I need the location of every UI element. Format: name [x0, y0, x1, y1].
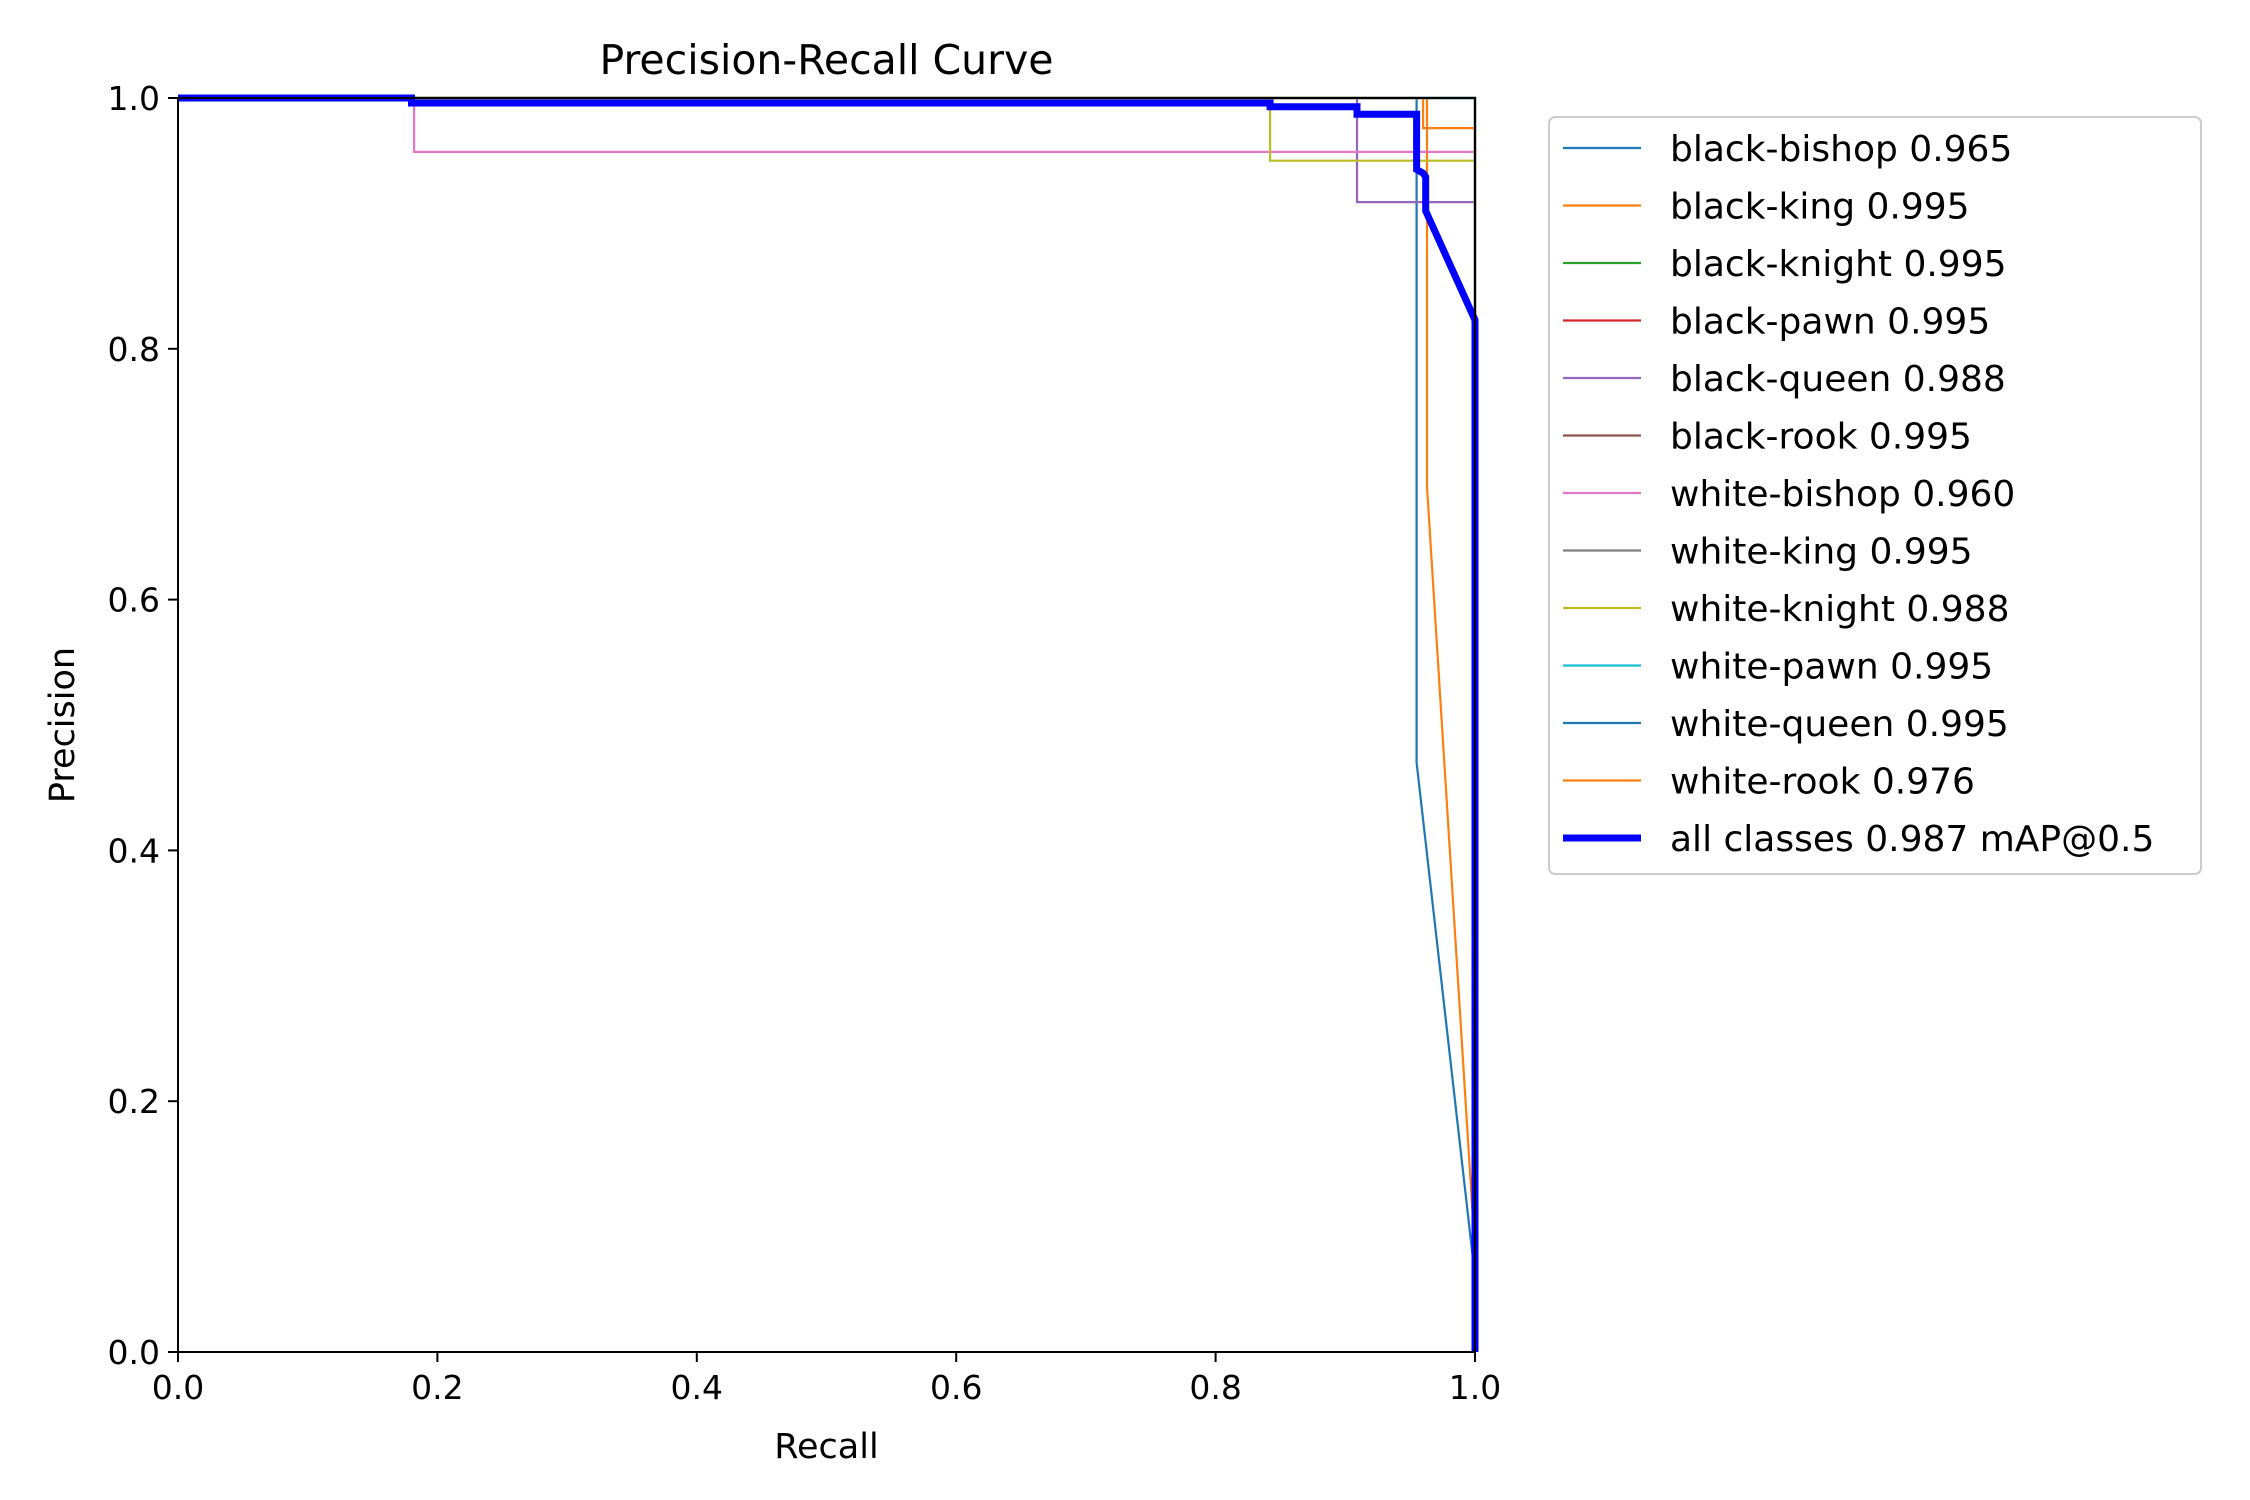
- series-line-0: [178, 96, 1477, 1352]
- chart-title: Precision-Recall Curve: [599, 36, 1053, 84]
- plot-lines: [178, 94, 1479, 1352]
- plot-frame: [177, 97, 1476, 1353]
- x-tick-label: 0.4: [671, 1368, 723, 1407]
- y-tick-label: 1.0: [108, 79, 160, 118]
- legend-entry-label: black-knight 0.995: [1670, 244, 2007, 285]
- y-tick-label: 0.8: [108, 330, 160, 369]
- series-line-9: [178, 96, 1477, 1352]
- legend-entry-label: all classes 0.987 mAP@0.5: [1670, 819, 2154, 860]
- x-tick-label: 1.0: [1449, 1368, 1501, 1407]
- legend-entry-label: black-queen 0.988: [1670, 359, 2006, 400]
- x-tick-label: 0.0: [152, 1368, 204, 1407]
- series-line-6: [178, 96, 1477, 1352]
- legend-entry-label: black-king 0.995: [1670, 187, 1970, 228]
- series-line-5: [178, 96, 1477, 1352]
- legend-entry-label: white-queen 0.995: [1670, 704, 2009, 745]
- legend-entry-label: black-pawn 0.995: [1670, 302, 1990, 343]
- series-line-12: [178, 94, 1479, 1352]
- x-tick-label: 0.6: [930, 1368, 982, 1407]
- legend: black-bishop 0.965 black-king 0.995 black-…: [1548, 116, 2202, 875]
- series-line-4: [178, 96, 1477, 1352]
- y-tick-label: 0.2: [108, 1082, 160, 1121]
- legend-entry-label: white-pawn 0.995: [1670, 647, 1993, 688]
- series-line-3: [178, 96, 1477, 1352]
- series-line-11: [178, 96, 1477, 1352]
- legend-box: [1548, 116, 2202, 875]
- legend-entry-label: black-rook 0.995: [1670, 417, 1972, 458]
- x-tick-label: 0.2: [411, 1368, 463, 1407]
- y-tick-label: 0.0: [108, 1333, 160, 1372]
- y-tick-label: 0.4: [108, 831, 160, 870]
- legend-entry-label: white-rook 0.976: [1670, 762, 1975, 803]
- x-axis: 0.0 0.2 0.4 0.6 0.8 1.0: [152, 1352, 1501, 1407]
- legend-entry-label: white-bishop 0.960: [1670, 474, 2015, 515]
- series-line-8: [178, 96, 1477, 1352]
- legend-entry-label: white-knight 0.988: [1670, 589, 2009, 630]
- legend-entry-label: white-king 0.995: [1670, 532, 1973, 573]
- series-line-7: [178, 96, 1477, 1352]
- y-axis: 0.0 0.2 0.4 0.6 0.8 1.0: [108, 79, 178, 1372]
- series-line-2: [178, 96, 1477, 1352]
- legend-entry-label: black-bishop 0.965: [1670, 129, 2012, 170]
- x-tick-label: 0.8: [1189, 1368, 1241, 1407]
- series-line-1: [178, 96, 1477, 1352]
- series-line-10: [178, 96, 1477, 1352]
- x-axis-label: Recall: [774, 1427, 878, 1467]
- y-axis-label: Precision: [43, 647, 83, 803]
- y-tick-label: 0.6: [108, 581, 160, 620]
